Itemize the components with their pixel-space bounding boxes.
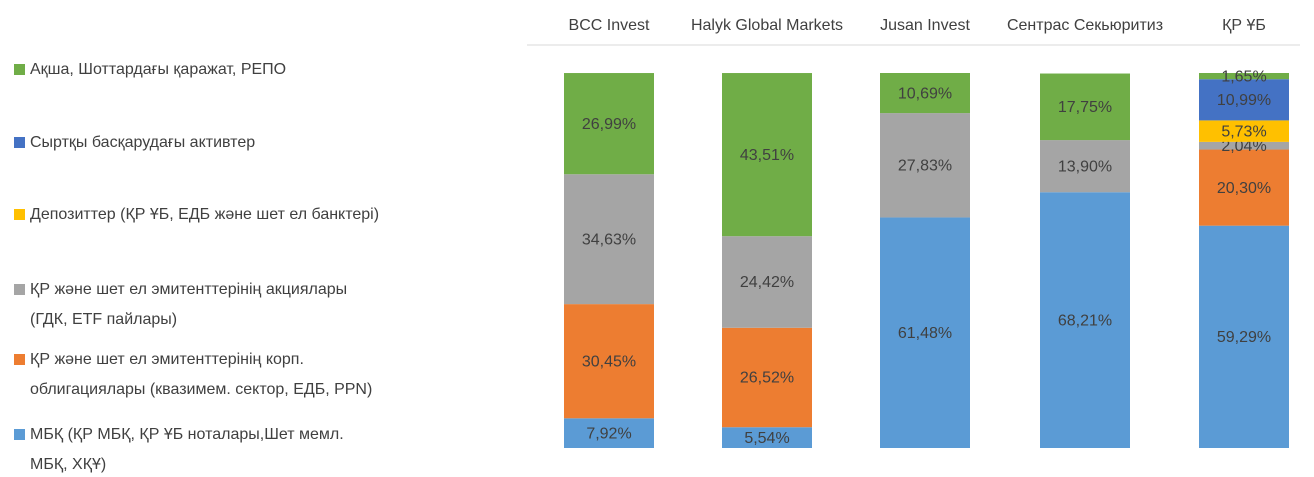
category-label: ҚР ҰБ	[1222, 17, 1266, 34]
legend-swatch	[14, 354, 25, 365]
data-label: 17,75%	[1058, 99, 1112, 116]
bar-segment	[1199, 73, 1289, 80]
bar-segment	[880, 217, 970, 448]
legend-label: ҚР және шет ел эмитенттерінің корп. обли…	[30, 351, 373, 398]
data-label: 27,83%	[898, 157, 952, 174]
legend-item: Сыртқы басқарудағы активтер	[14, 128, 255, 158]
legend-swatch	[14, 64, 25, 75]
legend-label: МБҚ (ҚР МБҚ, ҚР ҰБ ноталары,Шет мемл. МБ…	[30, 426, 344, 473]
data-label: 30,45%	[582, 353, 636, 370]
data-label: 24,42%	[740, 274, 794, 291]
bar-segment	[1199, 225, 1289, 448]
data-label: 20,30%	[1217, 180, 1271, 197]
data-label: 7,92%	[586, 425, 631, 442]
bar-segment	[564, 73, 654, 175]
legend-label: Депозиттер (ҚР ҰБ, ЕДБ және шет ел банкт…	[30, 206, 380, 223]
data-label: 10,99%	[1217, 92, 1271, 109]
data-label: 2,04%	[1221, 138, 1266, 155]
bar-segment	[1040, 192, 1130, 448]
bar-segment	[1199, 79, 1289, 121]
data-label: 68,21%	[1058, 312, 1112, 329]
bar-segment	[564, 304, 654, 419]
data-label: 61,48%	[898, 325, 952, 342]
data-label: 10,69%	[898, 85, 952, 102]
bar-segment	[564, 174, 654, 305]
bar-segment	[722, 73, 812, 237]
data-label: 1,65%	[1221, 68, 1266, 85]
category-label: BCC Invest	[569, 17, 650, 34]
bar-segment	[1040, 140, 1130, 193]
data-label: 13,90%	[1058, 158, 1112, 175]
legend-label: Ақша, Шоттардағы қаражат, РЕПО	[30, 61, 287, 78]
legend-item: Депозиттер (ҚР ҰБ, ЕДБ және шет ел банкт…	[14, 200, 379, 230]
legend-label: ҚР және шет ел эмитенттерінің акциялары …	[30, 281, 348, 328]
bar-segment	[564, 418, 654, 448]
bar-segment	[880, 113, 970, 218]
bar-segment	[1199, 149, 1289, 226]
data-label: 26,99%	[582, 116, 636, 133]
category-label: Сентрас Секьюритиз	[1007, 17, 1163, 34]
legend-swatch	[14, 429, 25, 440]
bar-segment	[1040, 73, 1130, 141]
legend-swatch	[14, 137, 25, 148]
data-label: 43,51%	[740, 147, 794, 164]
bar-segment	[1199, 141, 1289, 150]
data-label: 34,63%	[582, 231, 636, 248]
data-label: 5,54%	[744, 430, 789, 447]
bar-segment	[722, 427, 812, 448]
legend-item: ҚР және шет ел эмитенттерінің акциялары …	[14, 275, 347, 335]
category-label: Halyk Global Markets	[691, 17, 843, 34]
legend-swatch	[14, 284, 25, 295]
legend-swatch	[14, 209, 25, 220]
legend-item: МБҚ (ҚР МБҚ, ҚР ҰБ ноталары,Шет мемл. МБ…	[14, 420, 344, 477]
data-label: 5,73%	[1221, 123, 1266, 140]
bar-segment	[722, 327, 812, 428]
data-label: 59,29%	[1217, 329, 1271, 346]
legend-label: Сыртқы басқарудағы активтер	[30, 134, 256, 151]
bar-segment	[1199, 120, 1289, 142]
bar-segment	[880, 73, 970, 114]
legend-item: Ақша, Шоттардағы қаражат, РЕПО	[14, 55, 286, 85]
legend-item: ҚР және шет ел эмитенттерінің корп. обли…	[14, 345, 372, 405]
bar-segment	[722, 236, 812, 328]
data-label: 26,52%	[740, 370, 794, 387]
category-label: Jusan Invest	[880, 17, 970, 34]
